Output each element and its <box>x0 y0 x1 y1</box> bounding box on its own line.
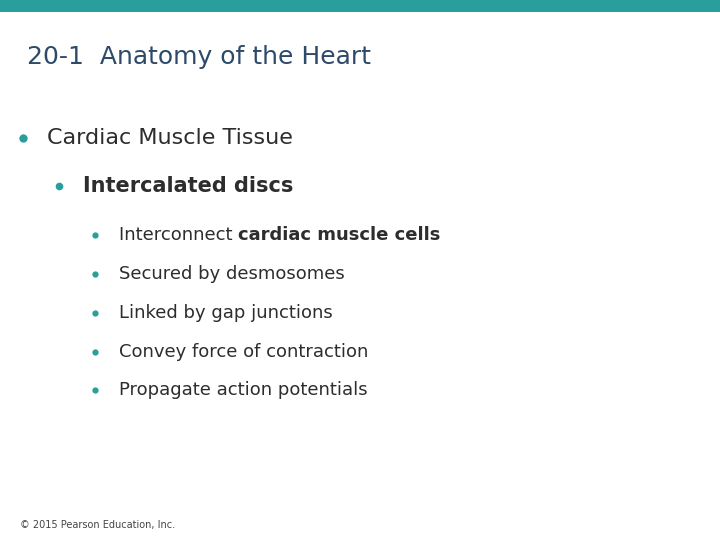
Text: Propagate action potentials: Propagate action potentials <box>119 381 367 400</box>
Text: Interconnect: Interconnect <box>119 226 238 244</box>
Text: Cardiac Muscle Tissue: Cardiac Muscle Tissue <box>47 127 292 148</box>
Text: Secured by desmosomes: Secured by desmosomes <box>119 265 345 283</box>
Text: Intercalated discs: Intercalated discs <box>83 176 293 197</box>
Text: cardiac muscle cells: cardiac muscle cells <box>238 226 441 244</box>
Text: Convey force of contraction: Convey force of contraction <box>119 342 368 361</box>
Text: © 2015 Pearson Education, Inc.: © 2015 Pearson Education, Inc. <box>20 520 175 530</box>
Bar <box>0 0 720 12</box>
Text: 20-1  Anatomy of the Heart: 20-1 Anatomy of the Heart <box>27 45 372 69</box>
Text: Linked by gap junctions: Linked by gap junctions <box>119 303 333 322</box>
